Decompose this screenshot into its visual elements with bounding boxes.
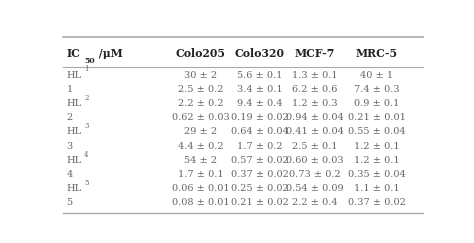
Text: 0.37 ± 0.02: 0.37 ± 0.02 [230,170,288,179]
Text: 2: 2 [66,113,73,122]
Text: 3: 3 [84,122,89,130]
Text: 1.7 ± 0.1: 1.7 ± 0.1 [178,170,224,179]
Text: 0.21 ± 0.02: 0.21 ± 0.02 [230,199,288,208]
Text: Colo320: Colo320 [235,48,284,59]
Text: MCF-7: MCF-7 [294,48,335,59]
Text: 0.60 ± 0.03: 0.60 ± 0.03 [286,156,343,165]
Text: MRC-5: MRC-5 [356,48,398,59]
Text: /μM: /μM [95,48,123,59]
Text: 0.55 ± 0.04: 0.55 ± 0.04 [348,127,406,136]
Text: HL: HL [66,156,82,165]
Text: 2.5 ± 0.1: 2.5 ± 0.1 [292,142,337,151]
Text: 1.1 ± 0.1: 1.1 ± 0.1 [354,184,400,193]
Text: 2.5 ± 0.2: 2.5 ± 0.2 [178,85,223,94]
Text: 1.2 ± 0.1: 1.2 ± 0.1 [354,142,400,151]
Text: HL: HL [66,70,82,79]
Text: 50: 50 [84,57,95,65]
Text: Colo205: Colo205 [176,48,226,59]
Text: 2.2 ± 0.4: 2.2 ± 0.4 [292,199,337,208]
Text: 1: 1 [66,85,73,94]
Text: 0.41 ± 0.04: 0.41 ± 0.04 [286,127,344,136]
Text: 0.57 ± 0.02: 0.57 ± 0.02 [230,156,288,165]
Text: 3: 3 [66,142,73,151]
Text: 0.21 ± 0.01: 0.21 ± 0.01 [348,113,406,122]
Text: 0.08 ± 0.01: 0.08 ± 0.01 [172,199,229,208]
Text: 1.7 ± 0.2: 1.7 ± 0.2 [237,142,283,151]
Text: 0.25 ± 0.02: 0.25 ± 0.02 [230,184,288,193]
Text: 0.62 ± 0.03: 0.62 ± 0.03 [172,113,229,122]
Text: 0.35 ± 0.04: 0.35 ± 0.04 [348,170,406,179]
Text: 1.2 ± 0.1: 1.2 ± 0.1 [354,156,400,165]
Text: 1.3 ± 0.1: 1.3 ± 0.1 [292,70,337,79]
Text: 0.19 ± 0.02: 0.19 ± 0.02 [230,113,288,122]
Text: 5.6 ± 0.1: 5.6 ± 0.1 [237,70,282,79]
Text: HL: HL [66,127,82,136]
Text: 54 ± 2: 54 ± 2 [184,156,217,165]
Text: 0.37 ± 0.02: 0.37 ± 0.02 [348,199,406,208]
Text: 0.73 ± 0.2: 0.73 ± 0.2 [289,170,340,179]
Text: 40 ± 1: 40 ± 1 [360,70,393,79]
Text: HL: HL [66,184,82,193]
Text: 5: 5 [66,199,73,208]
Text: 29 ± 2: 29 ± 2 [184,127,217,136]
Text: 30 ± 2: 30 ± 2 [184,70,217,79]
Text: 2.2 ± 0.2: 2.2 ± 0.2 [178,99,224,108]
Text: 4: 4 [84,151,89,159]
Text: 0.54 ± 0.09: 0.54 ± 0.09 [286,184,343,193]
Text: HL: HL [66,99,82,108]
Text: 4.4 ± 0.2: 4.4 ± 0.2 [178,142,224,151]
Text: 0.64 ± 0.04: 0.64 ± 0.04 [230,127,288,136]
Text: 3.4 ± 0.1: 3.4 ± 0.1 [237,85,283,94]
Text: IC: IC [66,48,81,59]
Text: 4: 4 [66,170,73,179]
Text: 9.4 ± 0.4: 9.4 ± 0.4 [237,99,282,108]
Text: 5: 5 [84,179,89,187]
Text: 1.2 ± 0.3: 1.2 ± 0.3 [292,99,337,108]
Text: 7.4 ± 0.3: 7.4 ± 0.3 [354,85,400,94]
Text: 6.2 ± 0.6: 6.2 ± 0.6 [292,85,337,94]
Text: 1: 1 [84,65,89,73]
Text: 0.9 ± 0.1: 0.9 ± 0.1 [355,99,400,108]
Text: 0.94 ± 0.04: 0.94 ± 0.04 [286,113,344,122]
Text: 0.06 ± 0.01: 0.06 ± 0.01 [172,184,229,193]
Text: 2: 2 [84,94,89,102]
